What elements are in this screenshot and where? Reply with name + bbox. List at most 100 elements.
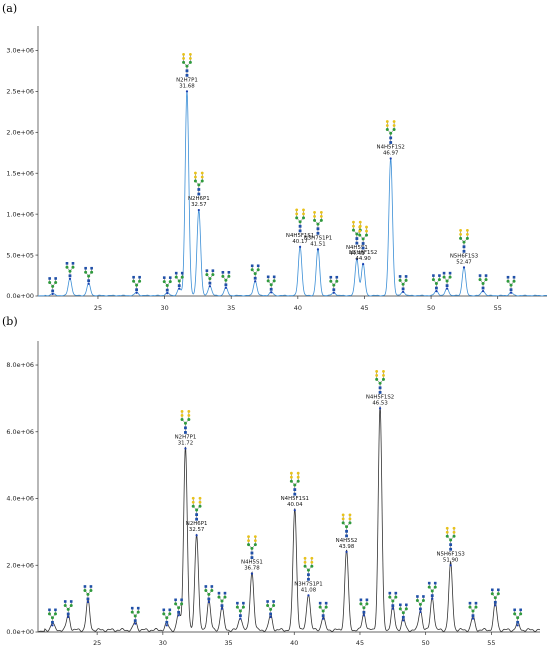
peak-marker bbox=[208, 285, 211, 288]
glycan-structure-icon bbox=[341, 513, 352, 538]
peak-marker bbox=[178, 287, 181, 290]
chart-panel-1: (a) 0.0e+00 5.0e+05 1.0e+06 1.5e+06 2.0e+06 2.… bbox=[2, 2, 548, 312]
glycan-structure-icon bbox=[445, 526, 457, 552]
glycan-structure-icon bbox=[47, 608, 58, 625]
y-tick-label: 2.0e+06 bbox=[6, 129, 34, 137]
glycan-structure-icon bbox=[82, 584, 93, 601]
peak-label-name: N2H7P1 bbox=[175, 434, 197, 440]
glycan-structure-icon bbox=[478, 273, 489, 290]
y-tick-label: 6.0e+06 bbox=[6, 428, 34, 436]
x-tick-label: 50 bbox=[422, 639, 430, 647]
peak-label-name: N4H5F1S2 bbox=[377, 144, 405, 150]
peak-label-rt: 31.68 bbox=[179, 83, 195, 89]
peak-marker bbox=[362, 614, 366, 617]
peak-marker bbox=[431, 597, 434, 600]
glycan-structure-icon bbox=[294, 207, 306, 233]
peak-label-name: N4H5S2 bbox=[336, 538, 358, 544]
glycan-structure-icon bbox=[385, 119, 397, 145]
peak-marker bbox=[391, 607, 394, 610]
peak-marker bbox=[293, 509, 296, 512]
peak-marker bbox=[254, 280, 257, 283]
peak-label-rt: 36.78 bbox=[244, 566, 260, 572]
peak-marker bbox=[355, 258, 358, 261]
glycan-structure-icon bbox=[431, 273, 442, 290]
peak-marker bbox=[166, 292, 169, 295]
peak-marker bbox=[494, 604, 497, 607]
x-tick-label: 35 bbox=[224, 639, 232, 647]
y-tick-label: 5.0e+05 bbox=[6, 251, 34, 259]
peak-marker bbox=[332, 291, 335, 294]
peak-label-rt: 40.17 bbox=[292, 239, 307, 245]
peak-marker bbox=[389, 157, 392, 160]
glycan-structure-icon bbox=[131, 275, 142, 292]
glycan-structure-icon bbox=[328, 275, 339, 292]
glycan-structure-icon bbox=[374, 369, 386, 395]
peak-marker bbox=[401, 290, 405, 294]
glycan-structure-icon bbox=[415, 594, 426, 611]
x-tick-label: 35 bbox=[227, 304, 235, 312]
peak-marker bbox=[134, 622, 137, 625]
x-tick-label: 45 bbox=[356, 639, 364, 647]
peak-marker bbox=[195, 534, 198, 537]
glycan-structure-icon bbox=[47, 276, 58, 293]
peak-marker bbox=[220, 607, 224, 610]
peak-label-name: N4H5F1S1 bbox=[281, 496, 309, 502]
peak-marker bbox=[462, 266, 466, 269]
chromatogram-trace bbox=[37, 91, 548, 297]
chart-panel-2: (b) 0.0e+00 2.0e+06 4.0e+06 6.0e+06 8.0e+06 25… bbox=[2, 315, 541, 647]
x-tick-label: 55 bbox=[494, 304, 502, 312]
peak-label-rt: 40.04 bbox=[287, 502, 303, 508]
peak-marker bbox=[298, 245, 302, 248]
glycan-structure-icon bbox=[312, 210, 324, 236]
x-tick-label: 30 bbox=[161, 304, 169, 312]
peak-label-rt: 41.51 bbox=[310, 241, 325, 247]
glycan-structure-icon bbox=[181, 52, 193, 78]
peak-marker bbox=[250, 572, 254, 575]
peak-label-name: N4H5F1S1 bbox=[286, 233, 314, 239]
peak-label-rt: 32.57 bbox=[191, 202, 206, 208]
x-tick-label: 45 bbox=[360, 304, 368, 312]
peak-marker bbox=[481, 289, 485, 293]
peak-marker bbox=[86, 600, 90, 604]
x-tick-label: 40 bbox=[294, 304, 302, 312]
glycan-structure-icon bbox=[203, 584, 214, 601]
peak-label-name: N2H7P1 bbox=[176, 77, 198, 83]
peak-marker bbox=[307, 594, 310, 597]
glycan-structure-icon bbox=[467, 601, 478, 618]
glycan-structure-icon bbox=[191, 496, 203, 522]
peak-marker bbox=[239, 617, 242, 620]
glycan-structure-icon bbox=[64, 261, 75, 278]
peak-marker bbox=[345, 550, 348, 554]
y-tick-label: 0.0e+00 bbox=[6, 292, 34, 300]
glycan-structure-icon bbox=[512, 608, 523, 625]
glycan-structure-icon bbox=[130, 606, 141, 623]
glycan-structure-icon bbox=[398, 603, 409, 620]
peak-marker bbox=[177, 614, 180, 617]
peak-marker bbox=[449, 564, 452, 567]
peak-label-name: N5H6F1S2 bbox=[349, 250, 377, 256]
panel-label: (a) bbox=[2, 2, 17, 15]
x-tick-label: 25 bbox=[93, 639, 101, 647]
peak-label-rt: 41.08 bbox=[301, 587, 317, 593]
panel-label: (b) bbox=[2, 315, 18, 328]
peak-marker bbox=[516, 624, 519, 627]
peak-marker bbox=[445, 287, 449, 290]
glycan-structure-icon bbox=[266, 275, 277, 292]
peak-marker bbox=[51, 624, 54, 627]
peak-marker bbox=[51, 292, 54, 296]
glycan-structure-icon bbox=[162, 275, 173, 293]
x-tick-label: 55 bbox=[487, 639, 495, 647]
peak-marker bbox=[185, 90, 189, 93]
peak-marker bbox=[197, 208, 200, 212]
glycan-structure-icon bbox=[63, 599, 74, 616]
glycan-structure-icon bbox=[490, 588, 501, 605]
peak-marker bbox=[322, 617, 325, 620]
peak-marker bbox=[135, 291, 138, 294]
glycan-structure-icon bbox=[351, 220, 363, 246]
peak-label-rt: 31.72 bbox=[178, 440, 193, 446]
peak-marker bbox=[316, 248, 320, 251]
glycan-structure-icon bbox=[318, 601, 329, 618]
peak-marker bbox=[68, 277, 72, 280]
glycan-structure-icon bbox=[161, 608, 172, 625]
y-tick-label: 0.0e+00 bbox=[6, 628, 34, 636]
